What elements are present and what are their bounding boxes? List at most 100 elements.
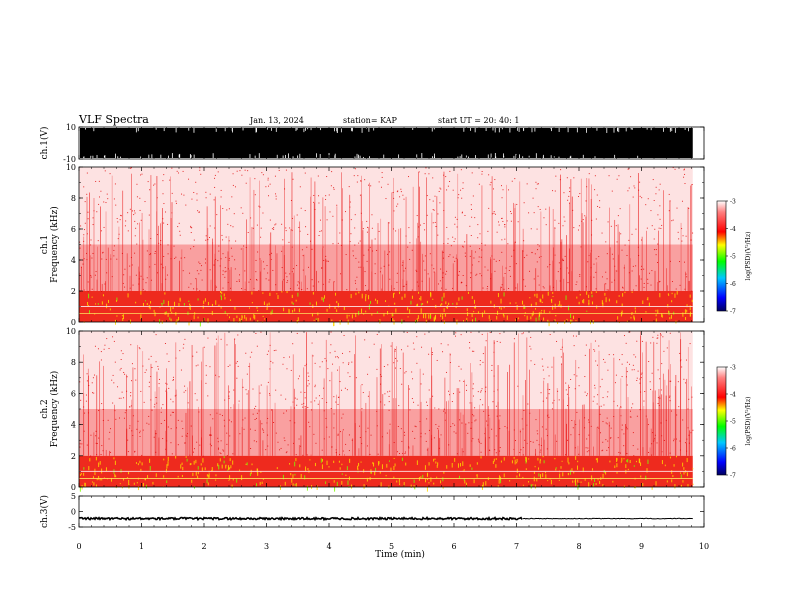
ch1-waveform-gap [275,128,277,132]
y-tick-label: 5 [71,492,76,501]
ch1-waveform-gap [630,128,632,130]
ch1-waveform-gap [104,155,106,158]
ch1-waveform-gap [189,153,191,158]
ch1-waveform-gap [90,155,92,158]
ch1-waveform-gap [569,156,571,158]
y-tick-label: 10 [66,123,76,132]
ch1-waveform-gap [178,154,180,158]
ch1-waveform-gap [398,154,400,158]
ch1-waveform-gap [175,128,177,133]
ch1-waveform-gap [637,155,639,158]
ch1-waveform-gap [516,128,518,131]
ch1-waveform-gap [171,153,173,158]
ch1-waveform-gap [613,128,615,133]
ch1-waveform-gap [625,128,627,132]
ch1-waveform-gap [617,128,618,131]
ch1-waveform-gap [299,153,301,158]
ch1-waveform-gap [494,153,496,158]
ch1-spectrogram-sferic-streaks [79,171,693,291]
colorbar-tick-label: -4 [730,226,736,233]
colorbar-tick-label: -3 [730,199,736,206]
time-tick-label: 1 [139,542,144,551]
y-tick-label: 8 [71,358,76,367]
ch1-waveform-gap [618,128,620,133]
ch1-waveform-gap [151,154,153,158]
x-axis-label: Time (min) [375,549,425,560]
ch1-waveform-gap [369,156,370,158]
ch1-waveform-gap [567,128,569,133]
ch1-waveform-gap [85,128,86,130]
ch1-waveform-gap [351,128,353,132]
ch1-waveform-gap [295,128,297,132]
ch2-spectrogram-sferic-streaks [83,331,692,456]
y-tick-label: 2 [71,452,76,461]
ch1-waveform-gap [518,128,520,132]
y-tick-label: 4 [71,256,76,265]
ch1-waveform-gap [470,128,471,131]
y-tick-label: 10 [66,327,76,336]
colorbar-gradient [716,200,727,312]
time-tick-label: 7 [514,542,519,551]
ch1-waveform-gap [674,128,676,133]
ch2-colorbar: -3 -4 -5 -6 -7 log(PSD)(V²/Hz) [716,365,752,480]
ch1-waveform-gap [383,154,385,158]
ch1-waveform-gap [93,128,95,132]
ch1-waveform-gap [270,128,272,131]
ch2-spectrogram-band-mid [79,409,693,456]
ch1-waveform-gap [305,128,306,131]
ch1-waveform-gap [160,154,162,158]
ch1-waveform-gap [307,128,309,130]
ch1-waveform-gap [594,156,596,158]
ch1-waveform-gap [463,128,465,132]
ch1-waveform-panel: 10 -10 ch.1(V) [39,123,705,164]
ch1-waveform-gap [515,153,517,158]
ch1-waveform-gap [120,156,121,158]
ch1-waveform-gap [576,128,578,133]
time-tick-label: 8 [576,542,581,551]
ch1-waveform-gap [163,128,165,132]
ch1-waveform-gap [457,156,459,158]
ch1-waveform-gap [224,128,226,132]
ch1-waveform-gap [336,128,338,133]
ch1-waveform-gap [255,128,257,133]
ch1-spectrogram-panel: 0 2 4 6 8 10 ch.1 Frequency (kHz) [40,163,705,327]
ch1-waveform-gap [503,153,504,158]
ch1-waveform-gap [249,154,251,158]
ch1-waveform-gap [296,128,298,130]
ch1-waveform-gap [292,156,294,158]
colorbar-label: log(PSD)(V²/Hz) [745,397,752,446]
y-axis-label: ch.3(V) [39,495,50,528]
y-axis-label: ch.1 [40,235,50,254]
ch1-waveform-gap [368,128,370,132]
ch1-waveform-gap [373,128,375,131]
ch1-waveform-gap [431,128,433,132]
ch1-waveform-gap [421,153,423,158]
ch1-waveform-gap [212,153,214,158]
ch1-waveform-gap [266,128,268,130]
ch1-waveform-gap [495,156,497,158]
colorbar-tick-label: -5 [730,419,736,426]
ch1-waveform-gap [646,128,648,130]
ch1-waveform-gap [96,154,98,158]
ch1-waveform-gap [650,128,652,131]
ch1-waveform-gap [255,128,257,133]
ch1-waveform-gap [258,153,260,158]
ch1-waveform-gap [434,153,435,158]
ch1-waveform-gap [168,155,169,158]
ch2-spectrogram-panel: 0 2 4 6 8 10 ch.2 Frequency (kHz) [40,327,705,492]
ch1-waveform-gap [137,128,139,132]
station-label: station= KAP [343,116,398,125]
ch1-waveform-gap [297,155,299,158]
ch1-waveform-gap [334,155,336,158]
ch1-waveform-gap [474,128,476,133]
ch1-waveform-gap [531,128,533,133]
ch1-waveform-gap [140,156,142,158]
ch1-waveform-gap [596,128,598,131]
ch1-waveform-gap [468,156,469,158]
ch1-waveform-gap [188,128,190,131]
ch1-waveform-gap [155,128,157,130]
ch1-waveform-gap [135,128,137,133]
time-axis: 0 1 2 3 4 5 6 7 8 9 10 [76,542,709,551]
ch1-waveform-gap [276,154,278,158]
